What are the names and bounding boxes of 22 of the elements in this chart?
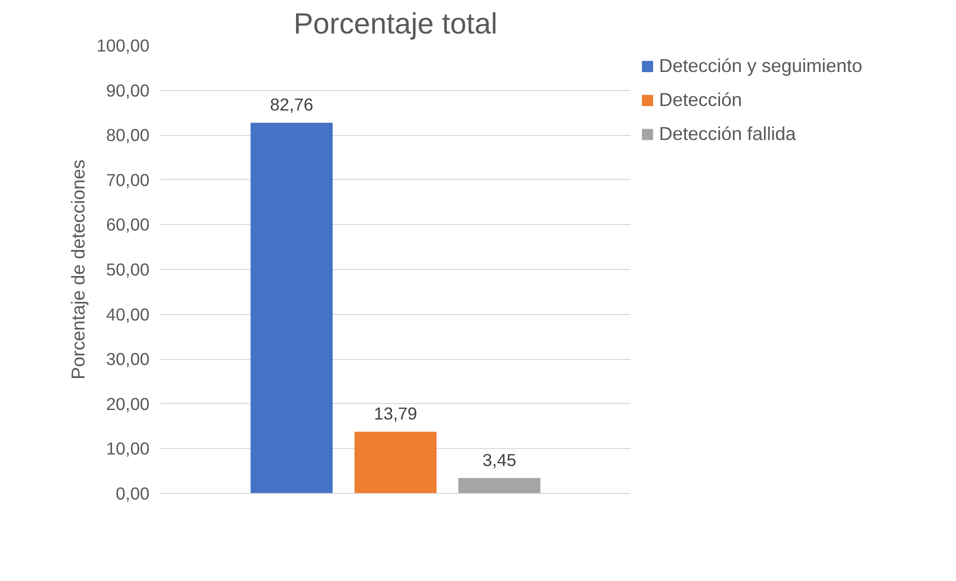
- y-tick-label: 0,00: [116, 484, 150, 504]
- legend-label: Detección: [659, 89, 742, 111]
- bar: [458, 478, 540, 494]
- y-tick-label: 10,00: [106, 438, 150, 459]
- bar: [250, 122, 333, 494]
- y-axis-title: Porcentaje de detecciones: [68, 160, 88, 380]
- y-tick-label: 60,00: [106, 214, 150, 235]
- y-tick-label: 90,00: [106, 80, 150, 100]
- y-tick-label: 50,00: [106, 260, 150, 280]
- y-tick-label: 70,00: [106, 170, 150, 190]
- y-tick-label: 40,00: [106, 304, 150, 324]
- legend-label: Detección fallida: [659, 123, 796, 145]
- data-label: 3,45: [482, 450, 516, 470]
- y-tick-label: 100,00: [96, 36, 150, 56]
- y-tick-label: 30,00: [106, 349, 150, 370]
- chart-title: Porcentaje total: [294, 8, 498, 40]
- legend-label: Detección y seguimiento: [659, 55, 862, 77]
- y-tick-label: 80,00: [106, 125, 150, 146]
- y-tick-label: 20,00: [106, 394, 150, 414]
- data-label: 13,79: [374, 404, 418, 424]
- data-label: 82,76: [270, 94, 314, 115]
- bar: [354, 432, 437, 494]
